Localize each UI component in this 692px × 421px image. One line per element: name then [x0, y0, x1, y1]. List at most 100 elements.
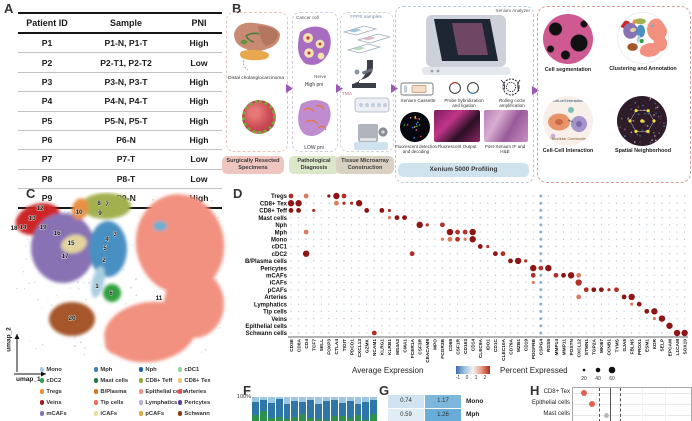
- dotplot-marker: [440, 222, 445, 228]
- h-vgrid: [619, 388, 620, 421]
- stage-xenium-pill: Xenium 5000 Profiling: [398, 163, 529, 178]
- dotplot-marker: [614, 287, 619, 293]
- legend-item-mast-cells: Mast cells: [94, 378, 128, 384]
- umap-cluster-number: 20: [68, 315, 76, 322]
- legend-label: cDC2: [46, 378, 62, 384]
- heatmap-cell: 1.17: [425, 395, 461, 408]
- tma-plate-icon: [354, 97, 390, 113]
- bar-segment: [354, 397, 362, 405]
- dotplot-marker: [576, 272, 582, 278]
- legend-item-schwann: Schwann: [178, 411, 210, 417]
- umap-cluster-number: 9: [98, 210, 102, 217]
- cell-segmentation-image: [543, 14, 593, 64]
- dotplot-marker: [644, 308, 650, 314]
- pct-tick: 40: [595, 376, 601, 382]
- dotplot-row-label: Mono: [271, 237, 287, 243]
- table-cell: P8: [41, 173, 53, 184]
- avg-tick: -1: [455, 375, 461, 381]
- table-cell: P7-T: [116, 154, 136, 165]
- table-cell: P7: [41, 154, 53, 165]
- interaction-inner-label: Cell-cell Interaction: [552, 99, 584, 103]
- table-header: Patient ID Sample PNI: [18, 12, 222, 34]
- dotplot-marker: [545, 264, 552, 272]
- expression-heatmap: 0.74 1.17 0.59 1.26: [388, 395, 461, 421]
- table-cell: P2: [41, 57, 53, 68]
- avg-expression-colorbar: [456, 366, 490, 374]
- h-data-dot: [603, 412, 609, 418]
- column-header: Sample: [109, 18, 142, 28]
- dotplot-marker: [302, 250, 310, 257]
- umap-cluster-number: 7: [105, 201, 109, 208]
- stacked-bar: [299, 397, 307, 421]
- dotplot-marker: [486, 244, 490, 249]
- cancer-cell-label: Cancer cell: [296, 15, 319, 20]
- table-row: P2 P2-T1, P2-T2 Low: [18, 53, 222, 73]
- xenium-cassette-icon: [400, 82, 434, 96]
- dotplot-gene-label: SOX10: [682, 339, 688, 355]
- dotplot-gene-label: CTLA4: [334, 339, 340, 355]
- stage-specimens-box: [226, 12, 288, 152]
- h-vgrid: [642, 388, 643, 421]
- dotplot-marker: [327, 194, 331, 198]
- dotplot-marker: [652, 316, 656, 321]
- dotplot-marker: [681, 329, 688, 337]
- dotplot-marker: [583, 287, 589, 293]
- arrow-icon: [336, 84, 343, 93]
- dotplot-gene-label: CMA1: [402, 339, 408, 353]
- dotplot-marker: [553, 272, 559, 278]
- umap-cluster-blob: [105, 332, 141, 356]
- dotplot-marker: [561, 272, 566, 278]
- legend-label: CD8+ Tex: [184, 378, 211, 384]
- bar-segment: [315, 403, 323, 420]
- h-dashed-line: [598, 388, 600, 421]
- dotplot-gene-label: TYMS: [614, 338, 620, 352]
- interaction-caption: Cell-Cell Interaction: [542, 148, 594, 154]
- dotplot-marker: [538, 265, 544, 271]
- umap-cluster-number: 11: [156, 295, 163, 302]
- heatmap-cell: 0.59: [388, 408, 424, 421]
- stacked-bar: [338, 397, 346, 421]
- umap-cluster-number: 16: [53, 230, 61, 237]
- posthe-caption: Post-Xenium IF and H&E: [484, 144, 526, 155]
- rolling-circle-icon: [500, 78, 521, 96]
- bar-segment: [267, 403, 275, 418]
- bar-segment: [315, 397, 323, 404]
- legend-dot: [139, 367, 144, 372]
- dotplot-marker: [342, 201, 346, 205]
- dotplot-row-label: Arteries: [264, 295, 287, 301]
- legend-label: Veins: [46, 400, 62, 406]
- dotplot-gene-label: MMP11: [561, 339, 567, 356]
- legend-item-pcafs: pCAFs: [139, 411, 164, 417]
- dotplot-gene-label: EPCAM: [667, 339, 673, 356]
- h-row-label-1: CD8+ Tex: [543, 389, 570, 395]
- dotplot-gene-label: KDR: [652, 338, 658, 349]
- organ-label: Distal cholangiocarcinoma: [228, 76, 284, 81]
- legend-dot: [94, 367, 99, 372]
- dotplot-gene-label: CEACAM8: [425, 339, 431, 363]
- legend-label: Lymphatics: [145, 400, 178, 406]
- table-cell: P4: [41, 96, 53, 107]
- h-solid-line: [609, 388, 611, 421]
- table-row: P7 P7-T Low: [18, 150, 222, 170]
- output-caption: Fluorescent Output: [437, 144, 477, 149]
- bar-segment: [323, 397, 330, 402]
- dotplot-gene-label: FCER1A: [410, 338, 416, 358]
- dotplot-gene-label: CD4: [304, 339, 310, 349]
- column-header: Patient ID: [26, 18, 68, 28]
- bar-segment: [267, 397, 275, 403]
- dotplot-gene-label: PDCD1: [349, 339, 355, 356]
- table-cell: P8-T: [116, 173, 136, 184]
- dotplot-marker: [287, 200, 295, 207]
- dotplot-gene-label: MMP14: [554, 339, 560, 356]
- dotplot-gene-label: TOP2A: [592, 338, 598, 354]
- avg-tick: 0: [465, 375, 469, 381]
- h-data-dot: [580, 390, 587, 396]
- bar-segment: [338, 403, 346, 417]
- bar-segment: [346, 400, 354, 418]
- detect-caption: Fluorescent detection and decoding: [395, 144, 437, 155]
- dotplot-gene-label: CD14: [470, 339, 476, 352]
- legend-label: mCAFs: [46, 411, 67, 417]
- umap-cluster-blob: [135, 194, 225, 294]
- dotplot-gene-label: NCAM1: [372, 339, 378, 356]
- dotplot-marker: [379, 208, 385, 213]
